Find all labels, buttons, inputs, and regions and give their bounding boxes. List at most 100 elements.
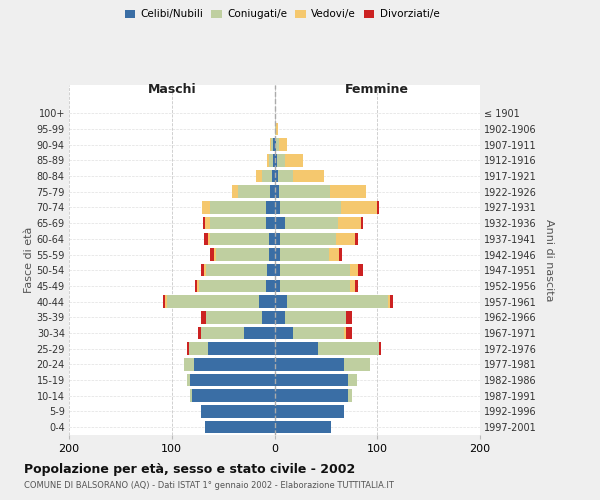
- Bar: [275, 390, 349, 402]
- Bar: [206, 264, 268, 276]
- Bar: [200, 264, 203, 276]
- Bar: [275, 138, 278, 151]
- Bar: [187, 342, 189, 355]
- Bar: [266, 201, 275, 213]
- Bar: [287, 296, 388, 308]
- Bar: [266, 280, 275, 292]
- Bar: [205, 421, 275, 434]
- Bar: [275, 232, 280, 245]
- Bar: [275, 122, 278, 135]
- Text: Maschi: Maschi: [148, 83, 196, 96]
- Bar: [336, 232, 355, 245]
- Bar: [280, 264, 350, 276]
- Bar: [338, 217, 361, 230]
- Bar: [358, 264, 363, 276]
- Bar: [244, 326, 275, 340]
- Bar: [330, 186, 366, 198]
- Bar: [205, 217, 210, 230]
- Bar: [277, 154, 285, 166]
- Bar: [275, 374, 349, 386]
- Bar: [285, 154, 303, 166]
- Bar: [268, 154, 269, 166]
- Bar: [329, 248, 339, 261]
- Bar: [262, 170, 272, 182]
- Text: COMUNE DI BALSORANO (AQ) - Dati ISTAT 1° gennaio 2002 - Elaborazione TUTTITALIA.: COMUNE DI BALSORANO (AQ) - Dati ISTAT 1°…: [24, 481, 394, 490]
- Bar: [350, 264, 358, 276]
- Bar: [210, 248, 214, 261]
- Bar: [275, 280, 280, 292]
- Bar: [271, 138, 274, 151]
- Bar: [346, 311, 352, 324]
- Bar: [202, 201, 210, 213]
- Bar: [280, 232, 336, 245]
- Bar: [199, 280, 266, 292]
- Bar: [275, 421, 331, 434]
- Bar: [163, 296, 164, 308]
- Bar: [275, 201, 280, 213]
- Bar: [206, 311, 262, 324]
- Bar: [379, 342, 382, 355]
- Bar: [268, 264, 275, 276]
- Bar: [199, 326, 200, 340]
- Bar: [256, 170, 262, 182]
- Bar: [196, 280, 197, 292]
- Bar: [346, 326, 352, 340]
- Bar: [275, 296, 287, 308]
- Bar: [203, 217, 205, 230]
- Bar: [275, 405, 344, 417]
- Bar: [339, 248, 343, 261]
- Bar: [269, 154, 274, 166]
- Text: Popolazione per età, sesso e stato civile - 2002: Popolazione per età, sesso e stato civil…: [24, 462, 355, 475]
- Bar: [269, 232, 275, 245]
- Bar: [269, 248, 275, 261]
- Bar: [190, 390, 193, 402]
- Bar: [350, 280, 355, 292]
- Bar: [275, 342, 317, 355]
- Bar: [194, 358, 275, 370]
- Bar: [278, 170, 293, 182]
- Bar: [344, 358, 370, 370]
- Bar: [344, 326, 346, 340]
- Legend: Celibi/Nubili, Coniugati/e, Vedovi/e, Divorziati/e: Celibi/Nubili, Coniugati/e, Vedovi/e, Di…: [121, 5, 443, 24]
- Bar: [266, 217, 275, 230]
- Bar: [275, 170, 278, 182]
- Bar: [349, 390, 352, 402]
- Y-axis label: Fasce di età: Fasce di età: [23, 227, 34, 293]
- Bar: [208, 232, 210, 245]
- Bar: [259, 296, 275, 308]
- Bar: [361, 217, 363, 230]
- Bar: [203, 232, 208, 245]
- Bar: [187, 374, 190, 386]
- Text: Femmine: Femmine: [345, 83, 409, 96]
- Bar: [355, 280, 358, 292]
- Bar: [214, 248, 216, 261]
- Bar: [280, 201, 341, 213]
- Bar: [272, 170, 275, 182]
- Bar: [293, 170, 324, 182]
- Bar: [190, 374, 275, 386]
- Bar: [164, 296, 167, 308]
- Bar: [262, 311, 275, 324]
- Bar: [275, 358, 344, 370]
- Bar: [349, 374, 357, 386]
- Bar: [275, 264, 280, 276]
- Bar: [275, 154, 277, 166]
- Bar: [184, 358, 194, 370]
- Bar: [203, 264, 206, 276]
- Bar: [197, 280, 199, 292]
- Bar: [280, 248, 329, 261]
- Bar: [232, 186, 238, 198]
- Bar: [238, 186, 271, 198]
- Bar: [388, 296, 389, 308]
- Bar: [275, 217, 285, 230]
- Bar: [208, 342, 275, 355]
- Bar: [167, 296, 259, 308]
- Bar: [274, 154, 275, 166]
- Bar: [210, 232, 269, 245]
- Bar: [271, 186, 275, 198]
- Bar: [285, 217, 338, 230]
- Bar: [189, 342, 208, 355]
- Bar: [200, 326, 244, 340]
- Bar: [389, 296, 392, 308]
- Bar: [210, 217, 266, 230]
